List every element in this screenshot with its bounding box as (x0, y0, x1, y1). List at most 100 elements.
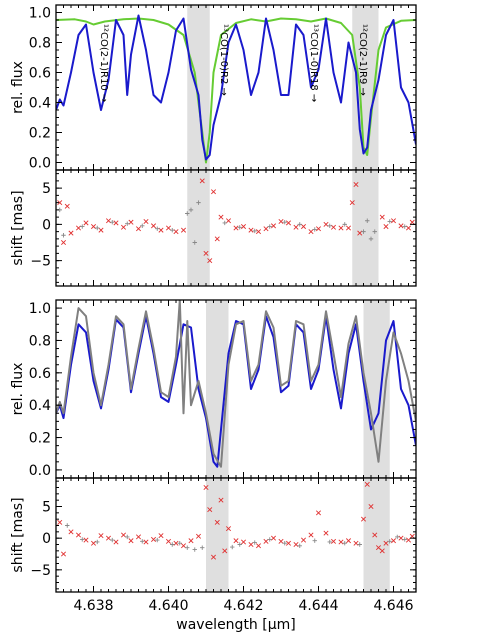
data-point-x (323, 530, 329, 536)
data-point-plus (192, 240, 197, 245)
data-point-x (405, 225, 412, 231)
data-point-x (308, 229, 314, 235)
data-point-x (364, 481, 370, 487)
data-point-x (383, 224, 389, 230)
data-point-x (90, 224, 97, 230)
data-point-x (405, 537, 412, 543)
y-tick-label: 0.4 (29, 398, 51, 414)
data-point-x (285, 220, 292, 226)
line-annotation: ¹³CO(1-0)R18 → (308, 24, 319, 102)
data-point-plus (125, 534, 130, 540)
data-point-x (218, 214, 224, 220)
data-point-plus (230, 544, 235, 550)
data-point-plus (312, 227, 317, 232)
data-point-x (173, 540, 179, 546)
data-point-plus (237, 225, 242, 230)
data-point-x (353, 181, 359, 188)
y-tick-label: 0.0 (29, 156, 51, 172)
data-point-x (300, 224, 307, 230)
data-point-plus (110, 537, 115, 543)
data-point-plus (80, 224, 85, 229)
data-point-x (60, 239, 67, 246)
data-point-x (143, 539, 149, 545)
data-point-plus (155, 226, 160, 231)
data-point-plus (237, 542, 242, 547)
data-point-x (225, 218, 232, 224)
data-point-plus (297, 543, 302, 548)
data-point-x (180, 227, 187, 233)
y-tick-label: 5 (42, 181, 51, 197)
data-point-plus (177, 541, 182, 546)
data-point-plus (222, 220, 227, 226)
data-point-x (353, 540, 359, 546)
data-point-x (383, 540, 389, 546)
shaded-window-1 (363, 478, 390, 592)
data-point-x (218, 497, 224, 503)
line-annotation: ¹³CO(1-0)R2 → (218, 24, 229, 96)
data-point-x (315, 226, 322, 232)
x-tick-label: 4.640 (148, 598, 188, 614)
y-tick-label: 0.8 (29, 36, 51, 52)
data-point-x (409, 219, 415, 225)
data-point-x (128, 219, 134, 225)
data-point-x (180, 543, 187, 549)
data-point-x (323, 221, 329, 227)
data-point-plus (170, 542, 175, 547)
data-point-x (255, 543, 262, 549)
data-point-x (263, 538, 269, 544)
data-point-plus (312, 538, 317, 543)
y-axis-label: shift [mas] (10, 497, 26, 572)
data-point-x (199, 178, 205, 184)
data-point-x (68, 230, 74, 236)
data-point-x (338, 225, 344, 231)
x-tick-label: 4.644 (298, 598, 338, 614)
x-axis-label: wavelength [μm] (176, 617, 295, 633)
data-point-x (278, 538, 284, 544)
panel-3-frame (55, 477, 417, 593)
data-point-plus (170, 227, 175, 233)
data-point-x (113, 539, 119, 545)
data-point-x (90, 540, 97, 546)
data-point-x (203, 484, 209, 491)
data-point-x (120, 224, 127, 230)
data-point-plus (267, 537, 272, 542)
y-axis-label: shift [mas] (10, 190, 26, 265)
data-point-plus (297, 222, 302, 227)
data-point-x (143, 218, 149, 224)
shaded-window-0 (187, 5, 210, 170)
data-point-x (338, 539, 344, 545)
panel-2: 0.0 0.2 0.4 0.6 0.8 1.0 rel. flux (10, 299, 417, 479)
panel-1: −5 0 5 shift [mas] (10, 169, 417, 287)
data-point-x (240, 539, 247, 545)
data-point-plus (361, 229, 366, 234)
data-point-x (135, 226, 142, 232)
data-point-x (248, 227, 254, 233)
panel-2-plot-area (56, 300, 416, 468)
data-point-plus (200, 545, 205, 550)
data-point-x (345, 225, 352, 231)
data-point-x (150, 223, 157, 229)
data-point-x (128, 538, 134, 544)
data-point-x (398, 223, 404, 229)
data-point-x (233, 225, 239, 231)
data-point-plus (155, 537, 160, 543)
data-point-x (68, 529, 74, 535)
y-tick-label: 0.2 (29, 431, 51, 447)
data-point-x (195, 533, 202, 539)
data-point-x (390, 218, 397, 224)
x-tick-label: 4.638 (73, 598, 113, 614)
panel-1-plot-area (57, 178, 415, 264)
data-point-x (165, 225, 172, 231)
data-point-x (188, 538, 194, 544)
shaded-window-1 (352, 170, 379, 286)
data-point-x (57, 519, 63, 525)
y-tick-label: 1.0 (29, 301, 51, 317)
data-point-plus (387, 539, 392, 544)
data-point-plus (61, 233, 66, 238)
line-annotation: ¹²CO(2-1)R10 → (98, 24, 109, 102)
x-tick-label: 4.646 (373, 598, 413, 614)
data-point-plus (282, 541, 287, 546)
data-point-x (379, 214, 385, 220)
data-point-x (83, 220, 89, 226)
